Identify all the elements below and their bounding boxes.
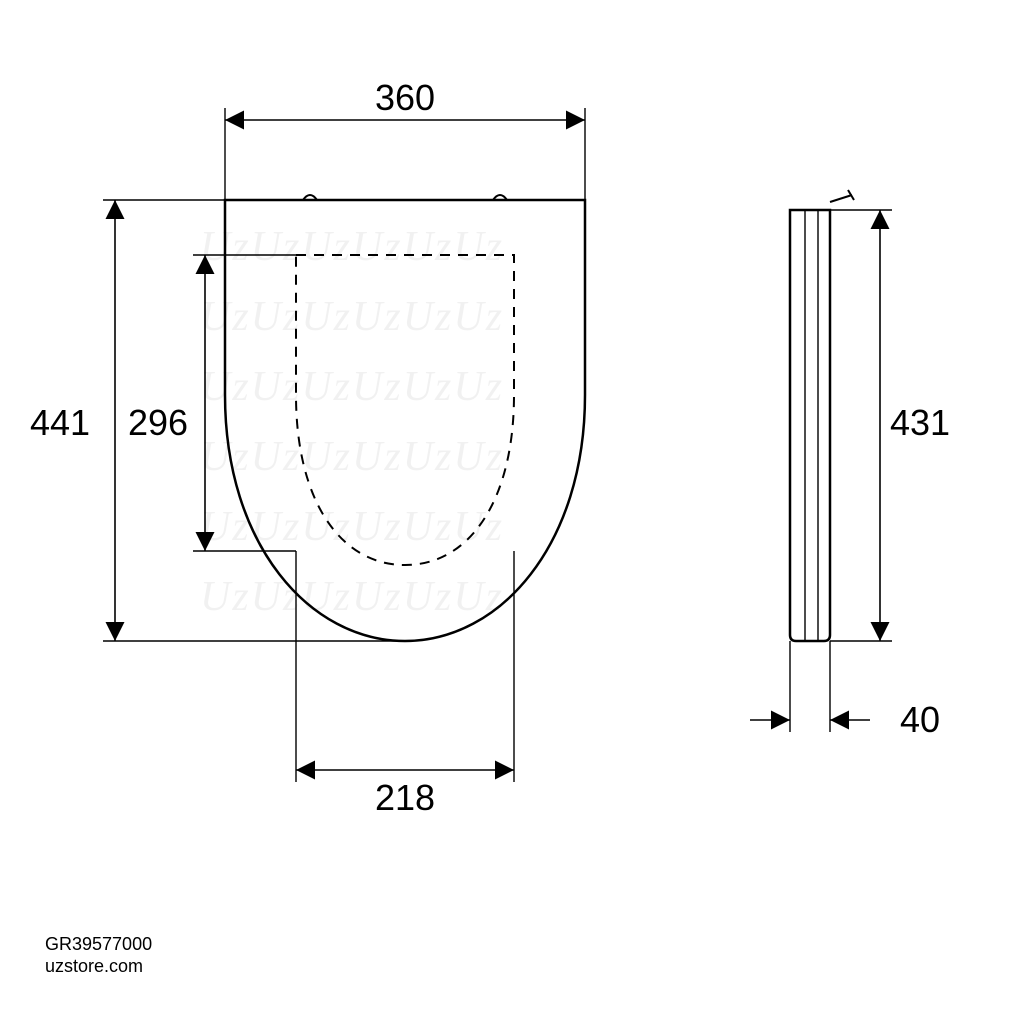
footer: GR39577000 uzstore.com (45, 934, 152, 976)
product-code: GR39577000 (45, 934, 152, 954)
watermark-text: UzUzUzUzUzUz (200, 574, 504, 620)
dim-top-width: 360 (375, 77, 435, 118)
side-view (790, 190, 854, 641)
watermark-text: UzUzUzUzUzUz (200, 364, 504, 410)
watermark-text: UzUzUzUzUzUz (200, 434, 504, 480)
dim-side-thickness: 40 (900, 699, 940, 740)
dim-hinge-span: 218 (375, 777, 435, 818)
dim-outer-depth: 441 (30, 402, 90, 443)
dimension-diagram: UzUzUzUzUzUz UzUzUzUzUzUz UzUzUzUzUzUz U… (0, 0, 1024, 1024)
watermark-layer: UzUzUzUzUzUz UzUzUzUzUzUz UzUzUzUzUzUz U… (200, 224, 504, 620)
dim-side-height: 431 (890, 402, 950, 443)
watermark-text: UzUzUzUzUzUz (200, 294, 504, 340)
dimensions-side: 431 40 (750, 210, 950, 740)
dim-inner-depth: 296 (128, 402, 188, 443)
site-label: uzstore.com (45, 956, 143, 976)
watermark-text: UzUzUzUzUzUz (200, 224, 504, 270)
